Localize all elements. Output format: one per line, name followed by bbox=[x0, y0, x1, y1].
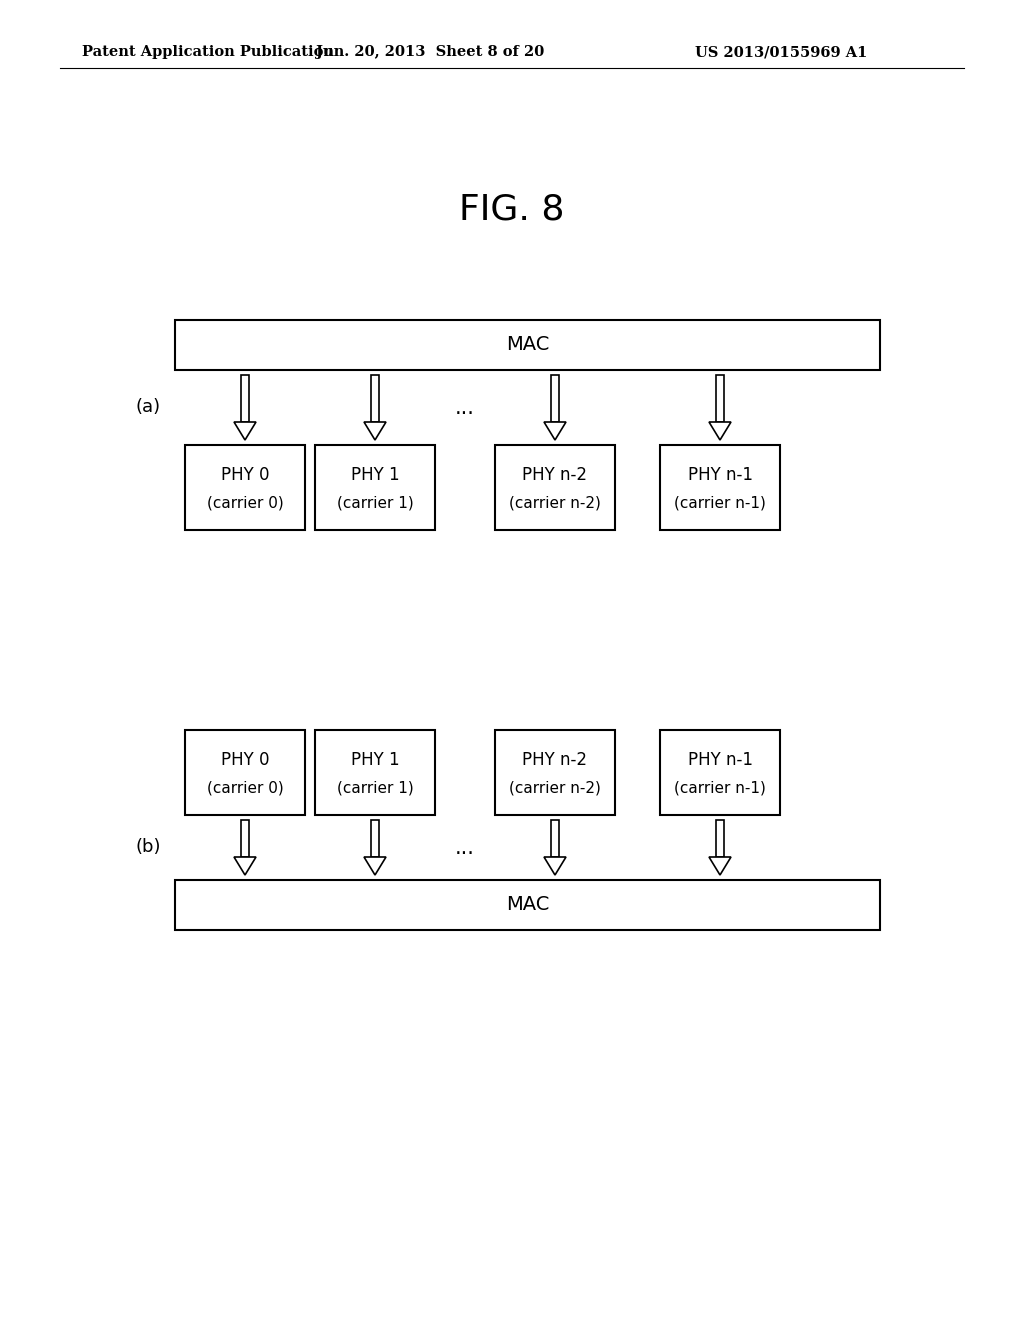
Text: (carrier n-2): (carrier n-2) bbox=[509, 495, 601, 511]
Text: PHY n-2: PHY n-2 bbox=[522, 466, 588, 483]
Text: ...: ... bbox=[455, 837, 475, 858]
Polygon shape bbox=[364, 422, 386, 440]
Text: PHY n-2: PHY n-2 bbox=[522, 751, 588, 768]
Bar bbox=[241, 375, 249, 422]
Text: Patent Application Publication: Patent Application Publication bbox=[82, 45, 334, 59]
Text: PHY n-1: PHY n-1 bbox=[687, 751, 753, 768]
Bar bbox=[315, 730, 435, 814]
Bar bbox=[175, 319, 880, 370]
Polygon shape bbox=[364, 857, 386, 875]
Bar bbox=[495, 730, 615, 814]
Bar bbox=[371, 820, 379, 857]
Text: PHY 0: PHY 0 bbox=[221, 751, 269, 768]
Bar bbox=[185, 445, 305, 531]
Text: (a): (a) bbox=[135, 399, 161, 417]
Text: (carrier n-2): (carrier n-2) bbox=[509, 780, 601, 795]
Bar bbox=[660, 445, 780, 531]
Text: (carrier 1): (carrier 1) bbox=[337, 495, 414, 511]
Text: ...: ... bbox=[455, 397, 475, 417]
Polygon shape bbox=[234, 422, 256, 440]
Text: PHY n-1: PHY n-1 bbox=[687, 466, 753, 483]
Text: PHY 1: PHY 1 bbox=[350, 751, 399, 768]
Text: (b): (b) bbox=[135, 838, 161, 857]
Text: US 2013/0155969 A1: US 2013/0155969 A1 bbox=[695, 45, 867, 59]
Bar bbox=[551, 375, 559, 422]
Text: FIG. 8: FIG. 8 bbox=[459, 193, 565, 227]
Polygon shape bbox=[544, 422, 566, 440]
Bar bbox=[495, 445, 615, 531]
Polygon shape bbox=[709, 422, 731, 440]
Text: (carrier 0): (carrier 0) bbox=[207, 495, 284, 511]
Bar bbox=[716, 820, 724, 857]
Text: (carrier n-1): (carrier n-1) bbox=[674, 495, 766, 511]
Text: (carrier 0): (carrier 0) bbox=[207, 780, 284, 795]
Bar bbox=[175, 880, 880, 931]
Text: PHY 0: PHY 0 bbox=[221, 466, 269, 483]
Bar bbox=[315, 445, 435, 531]
Bar bbox=[551, 820, 559, 857]
Text: Jun. 20, 2013  Sheet 8 of 20: Jun. 20, 2013 Sheet 8 of 20 bbox=[315, 45, 544, 59]
Text: PHY 1: PHY 1 bbox=[350, 466, 399, 483]
Polygon shape bbox=[234, 857, 256, 875]
Polygon shape bbox=[709, 857, 731, 875]
Bar bbox=[716, 375, 724, 422]
Bar bbox=[241, 820, 249, 857]
Text: MAC: MAC bbox=[506, 895, 549, 915]
Text: (carrier 1): (carrier 1) bbox=[337, 780, 414, 795]
Text: MAC: MAC bbox=[506, 335, 549, 355]
Text: (carrier n-1): (carrier n-1) bbox=[674, 780, 766, 795]
Bar bbox=[660, 730, 780, 814]
Polygon shape bbox=[544, 857, 566, 875]
Bar bbox=[371, 375, 379, 422]
Bar bbox=[185, 730, 305, 814]
